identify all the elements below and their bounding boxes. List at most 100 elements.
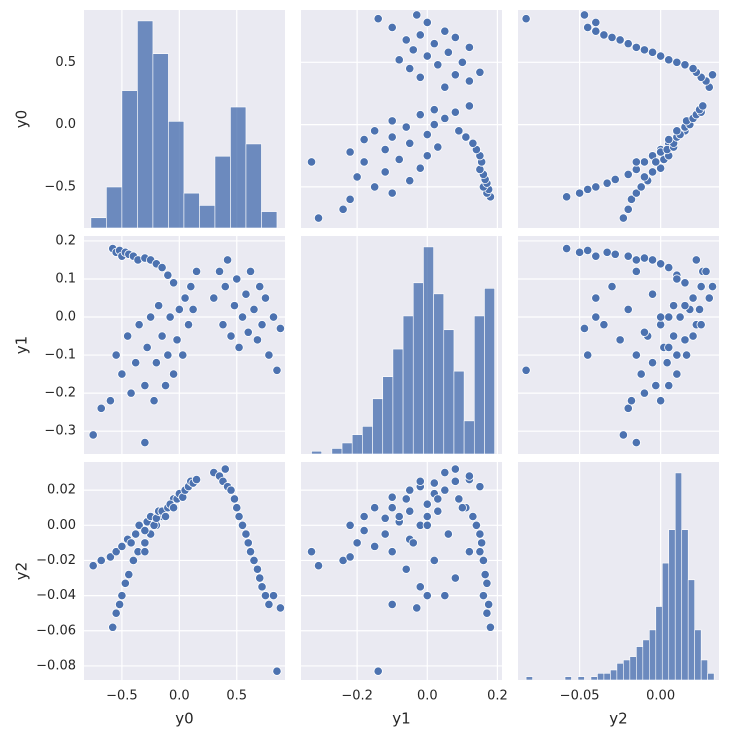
scatter-point <box>429 120 439 130</box>
x-tick-label: −0.2 <box>341 689 373 704</box>
scatter-point <box>255 282 265 292</box>
histogram-bar <box>341 442 353 455</box>
scatter-point <box>234 511 244 522</box>
scatter-point <box>401 122 411 132</box>
scatter-point <box>639 45 650 55</box>
y-tick-label: −0.2 <box>44 386 76 401</box>
scatter-point <box>345 194 355 204</box>
scatter-point <box>370 503 380 513</box>
histogram-bar <box>707 673 715 681</box>
scatter-point <box>115 599 125 610</box>
scatter-point <box>477 538 487 548</box>
scatter-point <box>440 113 450 123</box>
panel <box>301 462 502 680</box>
histogram-bar <box>648 629 657 681</box>
scatter-point <box>88 561 98 571</box>
y-tick-label: 0.00 <box>47 518 76 533</box>
histogram-bar <box>629 656 637 681</box>
y-tick-label: 0.1 <box>55 271 76 286</box>
scatter-point <box>688 331 698 341</box>
histogram-bar <box>687 579 695 681</box>
scatter-point <box>521 14 531 24</box>
histogram-bar <box>525 676 533 681</box>
scatter-point <box>359 525 369 536</box>
histogram-bar <box>183 192 200 229</box>
scatter-point <box>234 342 244 353</box>
scatter-point <box>126 388 136 398</box>
scatter-point <box>370 541 380 551</box>
scatter-point <box>257 582 267 592</box>
histogram-bar <box>90 217 107 229</box>
scatter-point <box>440 485 450 495</box>
scatter-point <box>583 22 593 33</box>
y-axis-label: y1 <box>13 336 31 354</box>
scatter-point <box>260 293 271 303</box>
scatter-point <box>401 35 411 45</box>
scatter-point <box>591 251 601 261</box>
scatter-point <box>669 331 679 341</box>
histogram-bar <box>597 673 605 681</box>
histogram-bar <box>382 376 394 455</box>
scatter-point <box>464 471 474 481</box>
scatter-point <box>222 255 233 265</box>
scatter-point <box>464 101 474 111</box>
histogram-bar <box>473 315 485 455</box>
scatter-point <box>405 506 415 516</box>
scatter-point <box>433 142 443 152</box>
scatter-point <box>249 555 259 566</box>
scatter-point <box>178 350 188 360</box>
scatter-point <box>457 57 467 67</box>
scatter-point <box>380 529 390 539</box>
x-axis-label: y2 <box>609 710 627 728</box>
scatter-point <box>117 541 127 551</box>
scatter-point <box>675 312 685 322</box>
scatter-point <box>154 301 164 311</box>
scatter-point <box>140 525 150 536</box>
histogram-bar <box>484 288 495 455</box>
scatter-point <box>440 467 450 478</box>
scatter-point <box>88 430 98 440</box>
histogram-bar <box>106 186 123 229</box>
scatter-point <box>422 51 432 61</box>
scatter-point <box>111 608 121 618</box>
scatter-point <box>306 157 317 167</box>
scatter-point <box>639 172 650 182</box>
scatter-point <box>688 63 698 74</box>
scatter-point <box>345 552 355 562</box>
scatter-point <box>191 266 202 276</box>
histogram-bar <box>564 676 572 681</box>
scatter-point <box>422 17 432 28</box>
x-axis-label: y1 <box>392 710 410 728</box>
histogram-bar <box>214 155 231 229</box>
scatter-point <box>243 327 253 337</box>
histogram-bar <box>152 53 169 229</box>
histogram-bar <box>362 426 373 455</box>
scatter-point <box>429 105 439 115</box>
scatter-point <box>380 513 390 523</box>
scatter-point <box>475 67 485 77</box>
panel-background <box>301 10 502 228</box>
scatter-point <box>672 274 682 284</box>
y-axis-label: y0 <box>13 110 31 128</box>
scatter-point <box>704 293 714 303</box>
scatter-point <box>387 22 397 33</box>
scatter-point <box>651 380 661 391</box>
histogram-bar <box>168 121 185 229</box>
scatter-point <box>610 249 620 259</box>
scatter-point <box>134 320 144 330</box>
scatter-point <box>440 591 450 601</box>
scatter-point <box>607 282 617 292</box>
scatter-point <box>651 157 661 167</box>
scatter-point <box>226 485 236 495</box>
scatter-point <box>669 301 679 311</box>
scatter-point <box>257 320 267 330</box>
scatter-point <box>591 26 601 36</box>
scatter-point <box>707 282 718 292</box>
scatter-point <box>168 369 179 379</box>
x-axis-label: y0 <box>175 710 193 728</box>
scatter-point <box>618 213 628 223</box>
histogram-bar <box>392 348 404 455</box>
scatter-point <box>180 293 190 303</box>
scatter-point <box>272 666 282 676</box>
